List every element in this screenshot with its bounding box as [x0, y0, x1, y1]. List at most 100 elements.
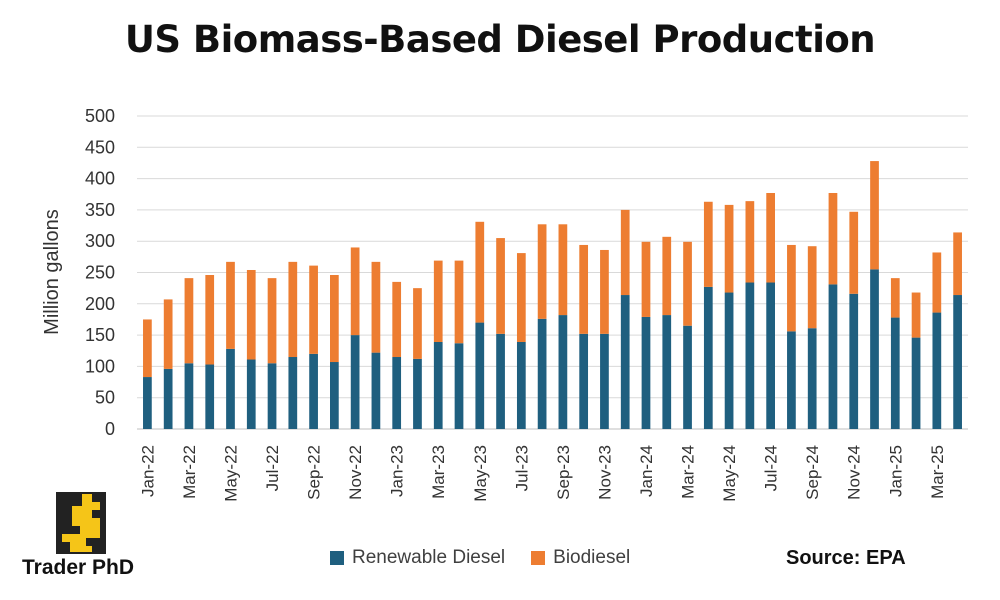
bar-biodiesel — [205, 275, 215, 365]
bar-renewable-diesel — [600, 333, 609, 429]
bar-renewable-diesel — [496, 333, 505, 429]
bar-renewable-diesel — [392, 357, 402, 429]
bar-biodiesel — [413, 288, 422, 359]
bar-biodiesel — [433, 260, 443, 342]
bar-biodiesel — [309, 265, 318, 354]
bar-biodiesel — [226, 261, 235, 349]
x-tick-label: May-22 — [221, 445, 240, 502]
x-tick-label: Nov-24 — [845, 445, 864, 500]
x-tick-label: Mar-24 — [679, 445, 698, 499]
bar-renewable-diesel — [911, 337, 921, 429]
y-tick-label: 0 — [105, 419, 115, 439]
bar-biodiesel — [662, 236, 672, 316]
y-tick-label: 450 — [85, 137, 115, 157]
bar-renewable-diesel — [683, 325, 692, 429]
legend-item-biodiesel: Biodiesel — [531, 547, 630, 569]
bar-biodiesel — [537, 224, 547, 319]
bar-renewable-diesel — [953, 295, 962, 429]
bar-biodiesel — [392, 281, 402, 358]
bar-biodiesel — [745, 201, 755, 283]
y-axis-title: Million gallons — [41, 209, 63, 335]
bar-biodiesel — [454, 260, 464, 344]
y-tick-label: 350 — [85, 200, 115, 220]
bar-biodiesel — [246, 269, 256, 360]
bar-biodiesel — [932, 252, 942, 313]
bars — [143, 161, 962, 429]
grid-lines — [137, 115, 968, 430]
x-tick-label: Mar-22 — [180, 445, 199, 499]
bar-biodiesel — [475, 221, 485, 323]
x-tick-label: Sep-23 — [554, 445, 573, 500]
bar-biodiesel — [600, 249, 609, 334]
bar-biodiesel — [787, 244, 796, 332]
legend-label-renewable-diesel: Renewable Diesel — [352, 547, 506, 568]
x-tick-label: May-24 — [720, 445, 739, 502]
x-tick-label: Jul-22 — [263, 445, 282, 491]
legend-swatch-biodiesel — [531, 551, 546, 565]
y-tick-label: 100 — [85, 356, 115, 376]
bar-renewable-diesel — [433, 341, 443, 429]
bar-renewable-diesel — [890, 317, 900, 429]
bar-renewable-diesel — [163, 368, 173, 429]
bar-renewable-diesel — [288, 357, 298, 429]
bar-renewable-diesel — [807, 328, 817, 429]
bar-biodiesel — [371, 261, 381, 353]
bar-renewable-diesel — [413, 358, 422, 429]
bar-biodiesel — [579, 244, 589, 334]
legend-item-renewable-diesel: Renewable Diesel — [330, 547, 505, 569]
bar-biodiesel — [143, 319, 152, 378]
bar-biodiesel — [703, 201, 713, 287]
x-tick-label: Mar-25 — [928, 445, 947, 499]
bar-biodiesel — [267, 278, 277, 364]
x-tick-label: Mar-23 — [429, 445, 448, 499]
bar-biodiesel — [890, 278, 900, 318]
x-tick-label: Nov-23 — [595, 445, 614, 500]
legend: Renewable Diesel Biodiesel — [330, 547, 656, 569]
bar-biodiesel — [807, 246, 817, 329]
bar-renewable-diesel — [184, 363, 194, 429]
x-tick-label: Jul-23 — [512, 445, 531, 491]
bar-biodiesel — [620, 209, 630, 296]
y-tick-label: 300 — [85, 231, 115, 251]
x-tick-label: Jul-24 — [762, 445, 781, 491]
bar-renewable-diesel — [267, 363, 277, 429]
bar-biodiesel — [163, 299, 173, 369]
bar-biodiesel — [288, 261, 298, 358]
legend-label-biodiesel: Biodiesel — [553, 547, 631, 568]
y-tick-labels: 0 50 100 150 200 250 300 350 400 450 500 — [85, 106, 115, 439]
chart-title: US Biomass-Based Diesel Production — [124, 18, 876, 61]
bar-biodiesel — [683, 241, 692, 326]
x-tick-label: Jan-22 — [138, 445, 157, 497]
bar-biodiesel — [724, 204, 734, 293]
trader-phd-logo: Trader PhD — [22, 490, 152, 590]
x-tick-label: Sep-22 — [305, 445, 324, 500]
x-tick-label: Nov-22 — [346, 445, 365, 500]
y-tick-label: 500 — [85, 106, 115, 126]
bar-renewable-diesel — [641, 316, 651, 429]
bar-renewable-diesel — [329, 362, 339, 429]
bar-renewable-diesel — [309, 353, 318, 429]
legend-swatch-renewable-diesel — [330, 551, 344, 565]
bar-biodiesel — [911, 292, 921, 338]
bar-biodiesel — [496, 238, 505, 334]
bar-renewable-diesel — [516, 341, 526, 429]
bar-renewable-diesel — [371, 352, 381, 429]
source-note: Source: EPA — [786, 547, 906, 569]
bar-renewable-diesel — [537, 318, 547, 429]
bar-biodiesel — [516, 253, 526, 342]
bar-renewable-diesel — [787, 331, 796, 429]
y-tick-label: 150 — [85, 325, 115, 345]
x-tick-label: Jan-24 — [637, 445, 656, 497]
bar-biodiesel — [350, 247, 360, 336]
bar-renewable-diesel — [620, 295, 630, 429]
bar-renewable-diesel — [745, 282, 755, 429]
bar-renewable-diesel — [932, 312, 942, 429]
bar-renewable-diesel — [870, 269, 879, 429]
bar-biodiesel — [953, 232, 962, 296]
dollar-s-logo-icon — [56, 492, 106, 554]
bar-renewable-diesel — [454, 343, 464, 429]
bar-renewable-diesel — [226, 348, 235, 429]
bar-renewable-diesel — [703, 286, 713, 429]
bar-renewable-diesel — [350, 335, 360, 429]
